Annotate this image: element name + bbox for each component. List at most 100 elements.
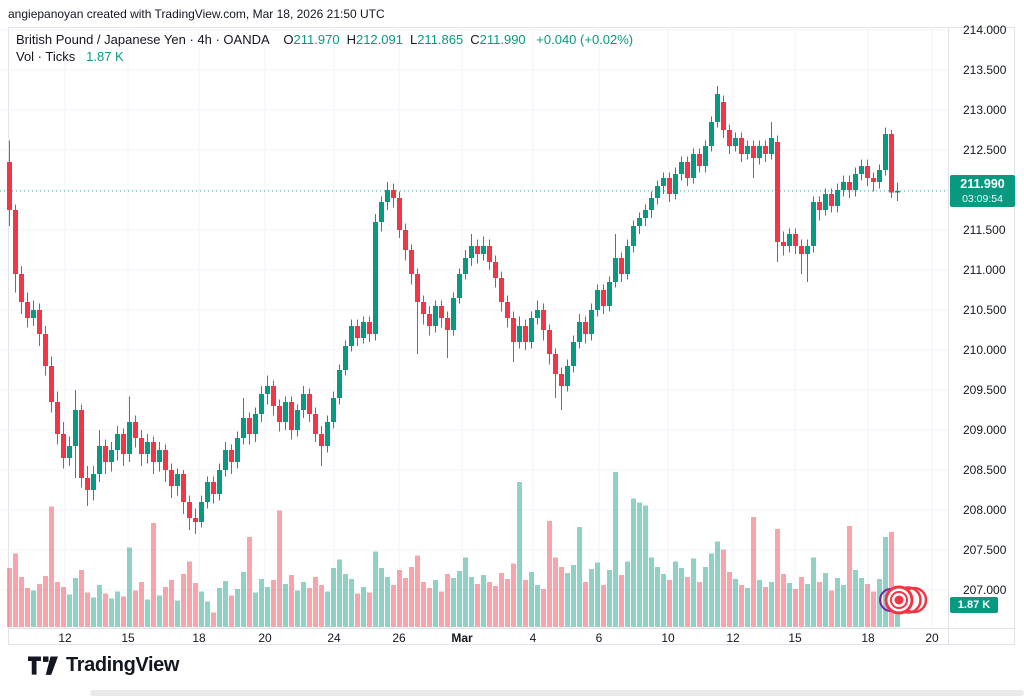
candlestick-chart-canvas[interactable] [0, 27, 948, 628]
candle-body [439, 306, 444, 318]
volume-bar [379, 567, 384, 627]
volume-bar [403, 578, 408, 627]
candle-body [163, 450, 168, 470]
candle-body [385, 190, 390, 202]
candle-body [859, 166, 864, 174]
volume-bar [523, 580, 528, 627]
time-axis-label: 20 [258, 631, 272, 645]
volume-bar [133, 590, 138, 627]
candle-body [241, 418, 246, 438]
volume-bar [61, 587, 66, 627]
ohlc-value: 212.091 [355, 32, 403, 47]
candle-wick [447, 311, 448, 358]
volume-bar [181, 573, 186, 627]
time-axis[interactable]: 12 15 18 20 24 26 Mar 4 6 10 12 15 18 20 [0, 629, 948, 646]
candle-body [193, 518, 198, 522]
candle-body [871, 178, 876, 182]
volume-bar [175, 600, 180, 627]
footer-brand[interactable]: TradingView [28, 654, 179, 677]
volume-bar [505, 579, 510, 627]
price-axis-label: 207.000 [963, 583, 1007, 597]
volume-bar [253, 592, 258, 627]
candle-body [361, 322, 366, 338]
last-price-badge[interactable]: 211.990 03:09:54 [950, 175, 1015, 207]
candle-body [763, 146, 768, 154]
candle-body [169, 470, 174, 486]
time-axis-label: 12 [726, 631, 740, 645]
candle-body [487, 246, 492, 262]
volume-bar [199, 591, 204, 627]
volume-bar [7, 567, 12, 627]
time-axis-label: 15 [121, 631, 135, 645]
candle-body [7, 162, 12, 210]
volume-bar [427, 588, 432, 627]
candle-body [721, 102, 726, 130]
candle-body [787, 234, 792, 246]
ohlc-value: 211.990 [479, 32, 526, 47]
candle-body [799, 246, 804, 254]
candle-body [223, 450, 228, 470]
volume-bar [811, 557, 816, 627]
volume-bar [871, 591, 876, 627]
volume-bar [451, 578, 456, 627]
price-axis-label: 214.000 [963, 23, 1007, 37]
candle-body [289, 402, 294, 430]
volume-bar [331, 567, 336, 627]
candle-body [331, 398, 336, 422]
candle-body [355, 326, 360, 338]
price-axis[interactable]: 214.000213.500213.000212.500212.000211.5… [949, 23, 1024, 628]
volume-bar [229, 595, 234, 627]
time-axis-label: 6 [595, 631, 603, 645]
volume-bar [679, 567, 684, 627]
time-axis-label: 18 [192, 631, 206, 645]
candle-body [259, 394, 264, 414]
candle-body [511, 318, 516, 342]
candle-body [637, 218, 642, 226]
candle-body [583, 322, 588, 334]
volume-bar [655, 566, 660, 627]
volume-bar [487, 582, 492, 627]
volume-bar [697, 582, 702, 627]
candle-body [79, 410, 84, 478]
symbol-title[interactable]: British Pound / Japanese Yen · 4h · OAND… [16, 32, 269, 47]
volume-bar [445, 573, 450, 627]
time-axis-label: 15 [788, 631, 802, 645]
volume-bar [37, 584, 42, 627]
price-axis-label: 210.000 [963, 343, 1007, 357]
candle-body [49, 366, 54, 402]
candle-body [667, 178, 672, 194]
symbol-legend[interactable]: British Pound / Japanese Yen · 4h · OAND… [16, 31, 633, 65]
candle-wick [753, 140, 754, 178]
volume-bar [139, 582, 144, 627]
volume-bar [895, 607, 900, 627]
price-axis-label: 213.500 [963, 63, 1007, 77]
candle-body [745, 146, 750, 154]
volume-bar [391, 585, 396, 627]
volume-bar [703, 566, 708, 627]
candle-body [499, 278, 504, 302]
candle-wick [417, 268, 418, 354]
candle-body [379, 202, 384, 222]
volume-bar [361, 587, 366, 627]
price-axis-label: 211.000 [963, 263, 1006, 277]
change-value: +0.040 (+0.02%) [536, 32, 634, 47]
candle-body [733, 138, 738, 146]
volume-bar [577, 527, 582, 627]
time-axis-label: 24 [327, 631, 341, 645]
volume-bar [853, 569, 858, 627]
volume-bar [385, 577, 390, 627]
concentric-circles-marker-icon[interactable] [878, 582, 930, 618]
candle-body [847, 182, 852, 190]
candle-body [565, 366, 570, 386]
candle-body [265, 386, 270, 394]
candle-body [349, 326, 354, 346]
volume-bar [271, 580, 276, 627]
volume-bar [421, 582, 426, 627]
time-axis-label: 4 [529, 631, 537, 645]
candle-body [271, 386, 276, 406]
volume-indicator-label[interactable]: Vol · Ticks [16, 49, 76, 64]
price-axis-label: 212.500 [963, 143, 1007, 157]
candle-body [235, 438, 240, 462]
volume-bar [673, 561, 678, 627]
volume-bar [283, 584, 288, 627]
